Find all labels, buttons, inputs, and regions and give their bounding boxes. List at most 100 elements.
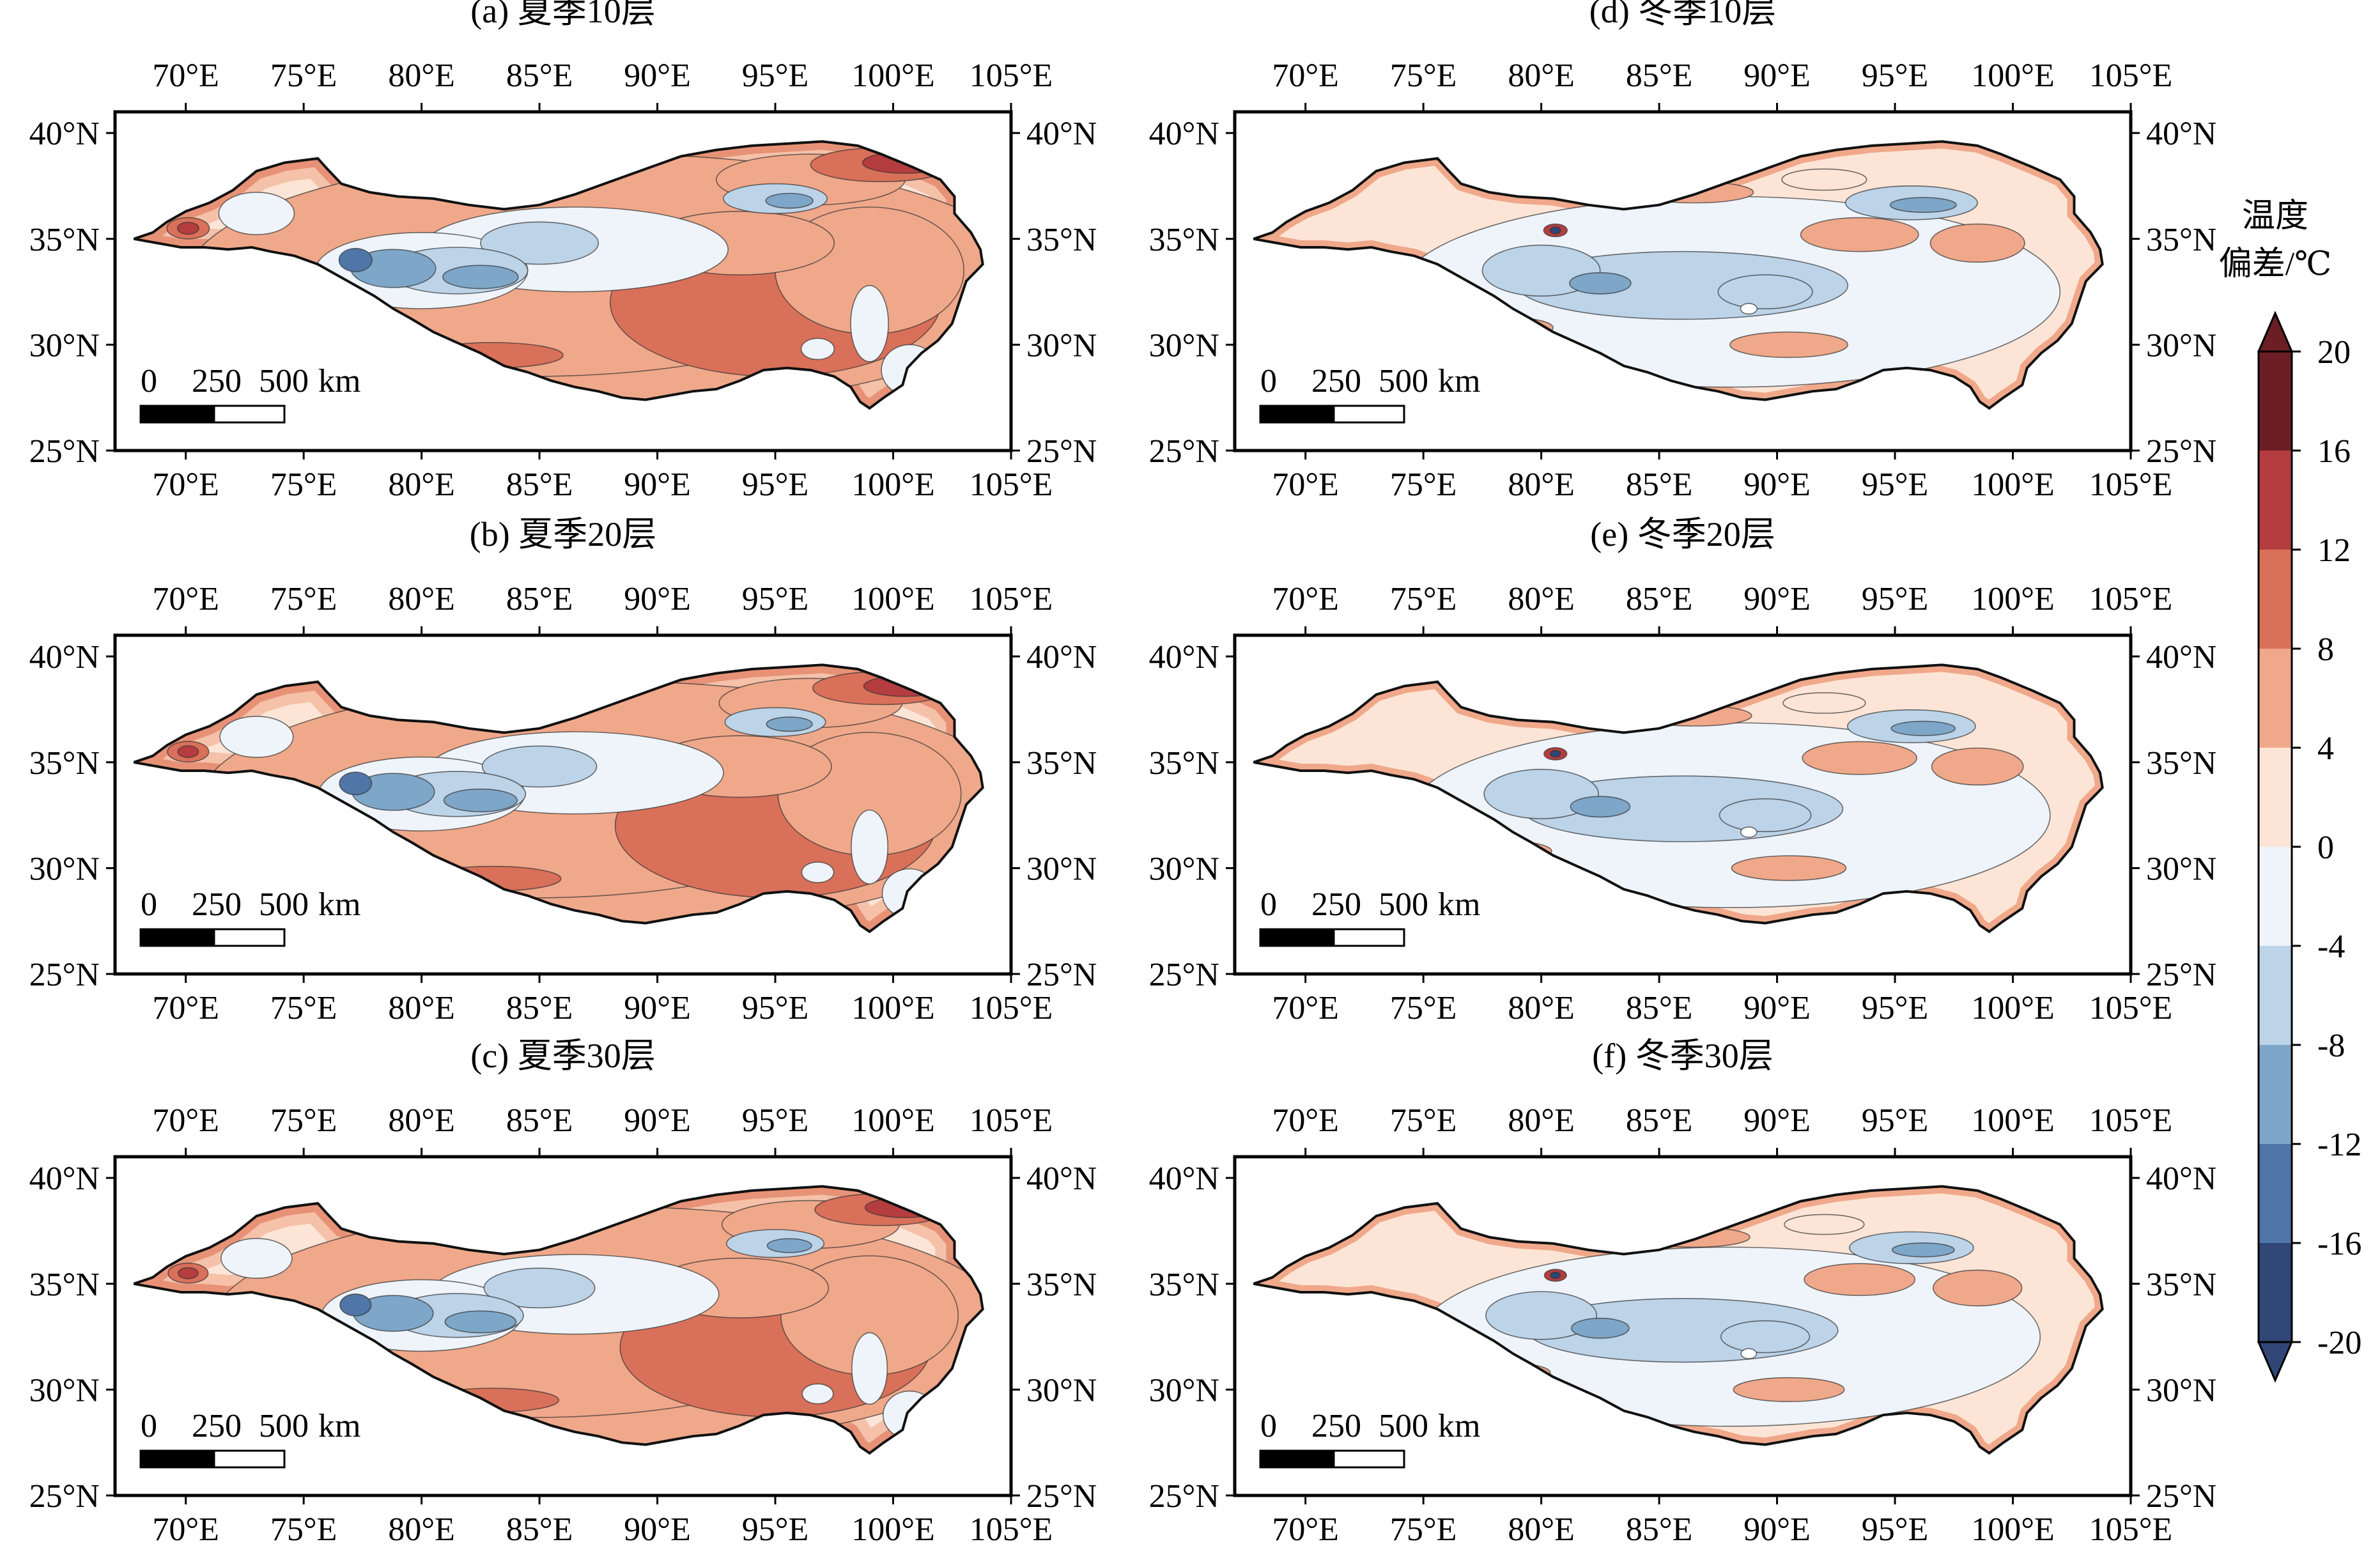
lon-tick-label-top: 90°E [624, 581, 691, 617]
lat-tick-label-right: 30°N [1026, 1372, 1097, 1409]
lon-tick-label-bottom: 70°E [1272, 1511, 1339, 1548]
lon-tick-label-bottom: 80°E [1508, 467, 1575, 503]
scale-label-0: 0 [141, 363, 157, 399]
colorbar-extend-bottom [2257, 1341, 2294, 1383]
scale-bar: 0 250 500 km [1259, 363, 1480, 424]
contour-region [1550, 750, 1561, 758]
colorbar-tick-label: -12 [2317, 1127, 2361, 1163]
lon-tick-label-top: 90°E [624, 1102, 691, 1139]
lon-tick-label-top: 85°E [1626, 1102, 1693, 1139]
contour-region [851, 1332, 888, 1405]
lon-tick-label-top: 85°E [1626, 58, 1693, 94]
scale-label-km: km [1438, 886, 1480, 923]
contour-region [1804, 1263, 1916, 1296]
lon-tick-label-bottom: 80°E [388, 990, 455, 1026]
lon-tick-label-bottom: 85°E [1626, 990, 1693, 1026]
panel-title: (f) 冬季30层 [1592, 1037, 1773, 1075]
plateau-outline [133, 663, 984, 934]
colorbar-tick-label: 0 [2317, 830, 2334, 866]
lon-tick-label-top: 70°E [152, 58, 219, 94]
lon-tick-label-bottom: 75°E [1390, 467, 1457, 503]
lat-tick-label-right: 25°N [1026, 957, 1097, 993]
contour-region [1570, 1317, 1630, 1339]
contour-region [483, 1267, 596, 1309]
lon-tick-label-top: 75°E [1390, 58, 1457, 94]
lat-tick-label-right: 25°N [1026, 433, 1097, 470]
scale-label-0: 0 [1260, 886, 1277, 923]
lon-tick-label-bottom: 95°E [1862, 467, 1929, 503]
contour-region [339, 1294, 372, 1317]
contour-region [1933, 1269, 2023, 1307]
lon-tick-label-top: 90°E [1743, 581, 1811, 617]
lat-tick-label-right: 35°N [1026, 222, 1097, 258]
scale-label-250: 250 [1311, 886, 1361, 923]
lat-tick-label-left: 30°N [1149, 1372, 1219, 1409]
lon-tick-label-bottom: 90°E [1743, 990, 1811, 1026]
lat-tick-label-left: 30°N [29, 1372, 100, 1409]
lat-tick-label-left: 40°N [29, 116, 100, 152]
lat-tick-label-right: 35°N [2146, 745, 2216, 782]
contour-region [1719, 798, 1812, 833]
panel-title: (c) 夏季30层 [470, 1037, 655, 1075]
lon-tick-label-bottom: 95°E [1862, 990, 1929, 1026]
panel-title: (e) 冬季20层 [1590, 515, 1775, 553]
contour-region [801, 861, 835, 883]
scale-label-250: 250 [192, 363, 242, 399]
lon-tick-label-bottom: 80°E [388, 467, 455, 503]
contour-region [339, 771, 373, 796]
map-panel-b: (b) 夏季20层 70°E 70°E 75°E 75°E 80°E 80°E 85°E 85°… [29, 515, 1097, 1026]
map-panel-f: (f) 冬季30层 70°E 70°E 75°E 75°E 80°E 80°E 85°E 85°… [1149, 1037, 2217, 1548]
scale-label-km: km [318, 1408, 360, 1444]
lat-tick-label-right: 40°N [1026, 116, 1097, 152]
scale-bar: 0 250 500 km [1259, 1408, 1480, 1469]
lat-tick-label-right: 40°N [2146, 1161, 2216, 1197]
lon-tick-label-bottom: 95°E [742, 1511, 809, 1548]
plateau-outline [1253, 663, 2104, 934]
lat-tick-label-right: 35°N [1026, 1267, 1097, 1303]
lon-tick-label-top: 105°E [2089, 1102, 2173, 1139]
lat-tick-label-right: 30°N [1026, 327, 1097, 364]
lon-tick-label-bottom: 85°E [506, 467, 573, 503]
lon-tick-label-bottom: 85°E [506, 1511, 573, 1548]
colorbar-tick-label: -16 [2317, 1226, 2361, 1262]
lon-tick-label-bottom: 75°E [1390, 1511, 1457, 1548]
lon-tick-label-top: 70°E [1272, 58, 1339, 94]
colorbar-segment [2259, 748, 2292, 847]
colorbar-extend-top [2257, 311, 2294, 353]
lon-tick-label-top: 95°E [742, 1102, 809, 1139]
lat-tick-label-right: 40°N [1026, 1161, 1097, 1197]
lon-tick-label-bottom: 75°E [1390, 990, 1457, 1026]
lat-tick-label-left: 25°N [1149, 1478, 1219, 1515]
lon-tick-label-bottom: 95°E [1862, 1511, 1929, 1548]
lon-tick-label-top: 95°E [1862, 581, 1929, 617]
contour-region [765, 192, 814, 209]
map-frame [113, 1155, 1013, 1497]
scale-label-0: 0 [141, 886, 157, 923]
lon-tick-label-bottom: 70°E [152, 990, 219, 1026]
contour-region [1929, 223, 2025, 263]
lat-tick-label-left: 35°N [1149, 745, 1219, 782]
lat-tick-label-right: 25°N [1026, 1478, 1097, 1515]
contour-region [218, 192, 295, 235]
lat-tick-label-right: 40°N [2146, 116, 2216, 152]
lon-tick-label-top: 95°E [742, 58, 809, 94]
lon-tick-label-top: 105°E [970, 1102, 1053, 1139]
contour-region [423, 865, 562, 892]
scale-label-500: 500 [259, 886, 309, 923]
lat-tick-label-right: 25°N [2146, 433, 2216, 470]
contour-region [1485, 1291, 1598, 1340]
contour-region [1802, 741, 1917, 775]
contour-region [220, 1238, 293, 1279]
lon-tick-label-bottom: 105°E [2089, 467, 2173, 503]
lat-tick-label-right: 25°N [2146, 957, 2216, 993]
scale-label-km: km [318, 886, 360, 923]
scale-label-500: 500 [259, 363, 309, 399]
map-panel-e: (e) 冬季20层 70°E 70°E 75°E 75°E 80°E 80°E 85°E 85°… [1149, 515, 2217, 1026]
contour-region [425, 1387, 560, 1413]
map-frame [113, 633, 1013, 976]
map-frame [113, 110, 1013, 452]
scale-label-250: 250 [1311, 1408, 1361, 1444]
lon-tick-label-bottom: 100°E [851, 467, 935, 503]
lon-tick-label-bottom: 90°E [624, 990, 691, 1026]
